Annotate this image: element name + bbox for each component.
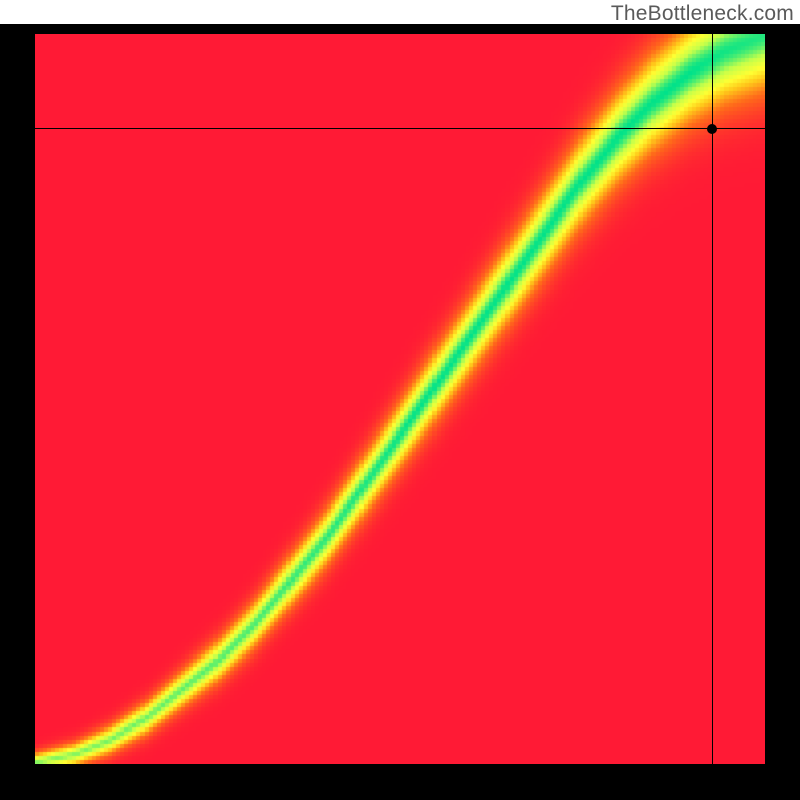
marker-vertical-line [712, 34, 713, 764]
marker-dot [707, 124, 717, 134]
plot-frame [0, 24, 800, 800]
bottleneck-heatmap [35, 34, 765, 764]
marker-horizontal-line [35, 128, 765, 129]
watermark-text: TheBottleneck.com [611, 2, 794, 26]
